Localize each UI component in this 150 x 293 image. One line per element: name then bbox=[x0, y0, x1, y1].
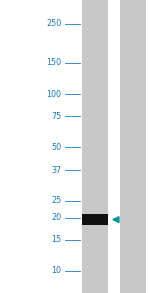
Bar bbox=[82, 214, 108, 225]
Text: 25: 25 bbox=[51, 196, 62, 205]
Bar bbox=[120, 0, 146, 293]
Text: 75: 75 bbox=[51, 112, 62, 121]
Text: 15: 15 bbox=[51, 235, 62, 244]
Bar bbox=[82, 0, 108, 293]
Text: 150: 150 bbox=[46, 58, 62, 67]
Text: 10: 10 bbox=[51, 266, 61, 275]
Text: 37: 37 bbox=[51, 166, 62, 175]
Text: 50: 50 bbox=[51, 143, 62, 152]
Text: 250: 250 bbox=[46, 19, 62, 28]
Text: 20: 20 bbox=[51, 213, 62, 222]
Text: 100: 100 bbox=[46, 90, 62, 98]
